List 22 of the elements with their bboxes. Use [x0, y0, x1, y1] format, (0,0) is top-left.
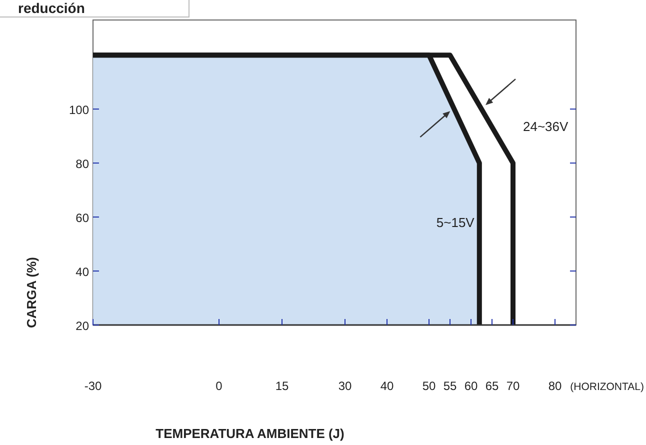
x-tick-label: 40	[380, 379, 394, 393]
chart-title: reducción	[18, 0, 85, 16]
series-label: 5~15V	[436, 215, 475, 230]
x-tick-label: -30	[84, 379, 102, 393]
y-tick-label: 20	[76, 319, 90, 333]
y-axis-title: CARGA (%)	[24, 256, 39, 328]
series-label: 24~36V	[523, 119, 569, 134]
text: (HORIZONTAL)	[570, 381, 644, 393]
y-tick-label: 60	[76, 211, 90, 226]
x-tick-label: 15	[275, 379, 289, 393]
x-tick-label: 30	[338, 379, 352, 393]
y-tick-label: 40	[76, 265, 90, 280]
x-tick-label: 60	[464, 379, 478, 393]
x-tick-label: 55	[443, 379, 457, 393]
x-tick-label: 50	[422, 379, 436, 393]
x-tick-label: 70	[506, 379, 520, 393]
y-tick-label: 100	[68, 103, 90, 118]
x-axis-title: TEMPERATURA AMBIENTE (J)	[156, 426, 344, 441]
x-tick-label: 0	[216, 379, 223, 393]
y-tick-label: 80	[76, 157, 90, 172]
x-tick-label: 80	[548, 379, 562, 393]
x-tick-label: 65	[485, 379, 499, 393]
